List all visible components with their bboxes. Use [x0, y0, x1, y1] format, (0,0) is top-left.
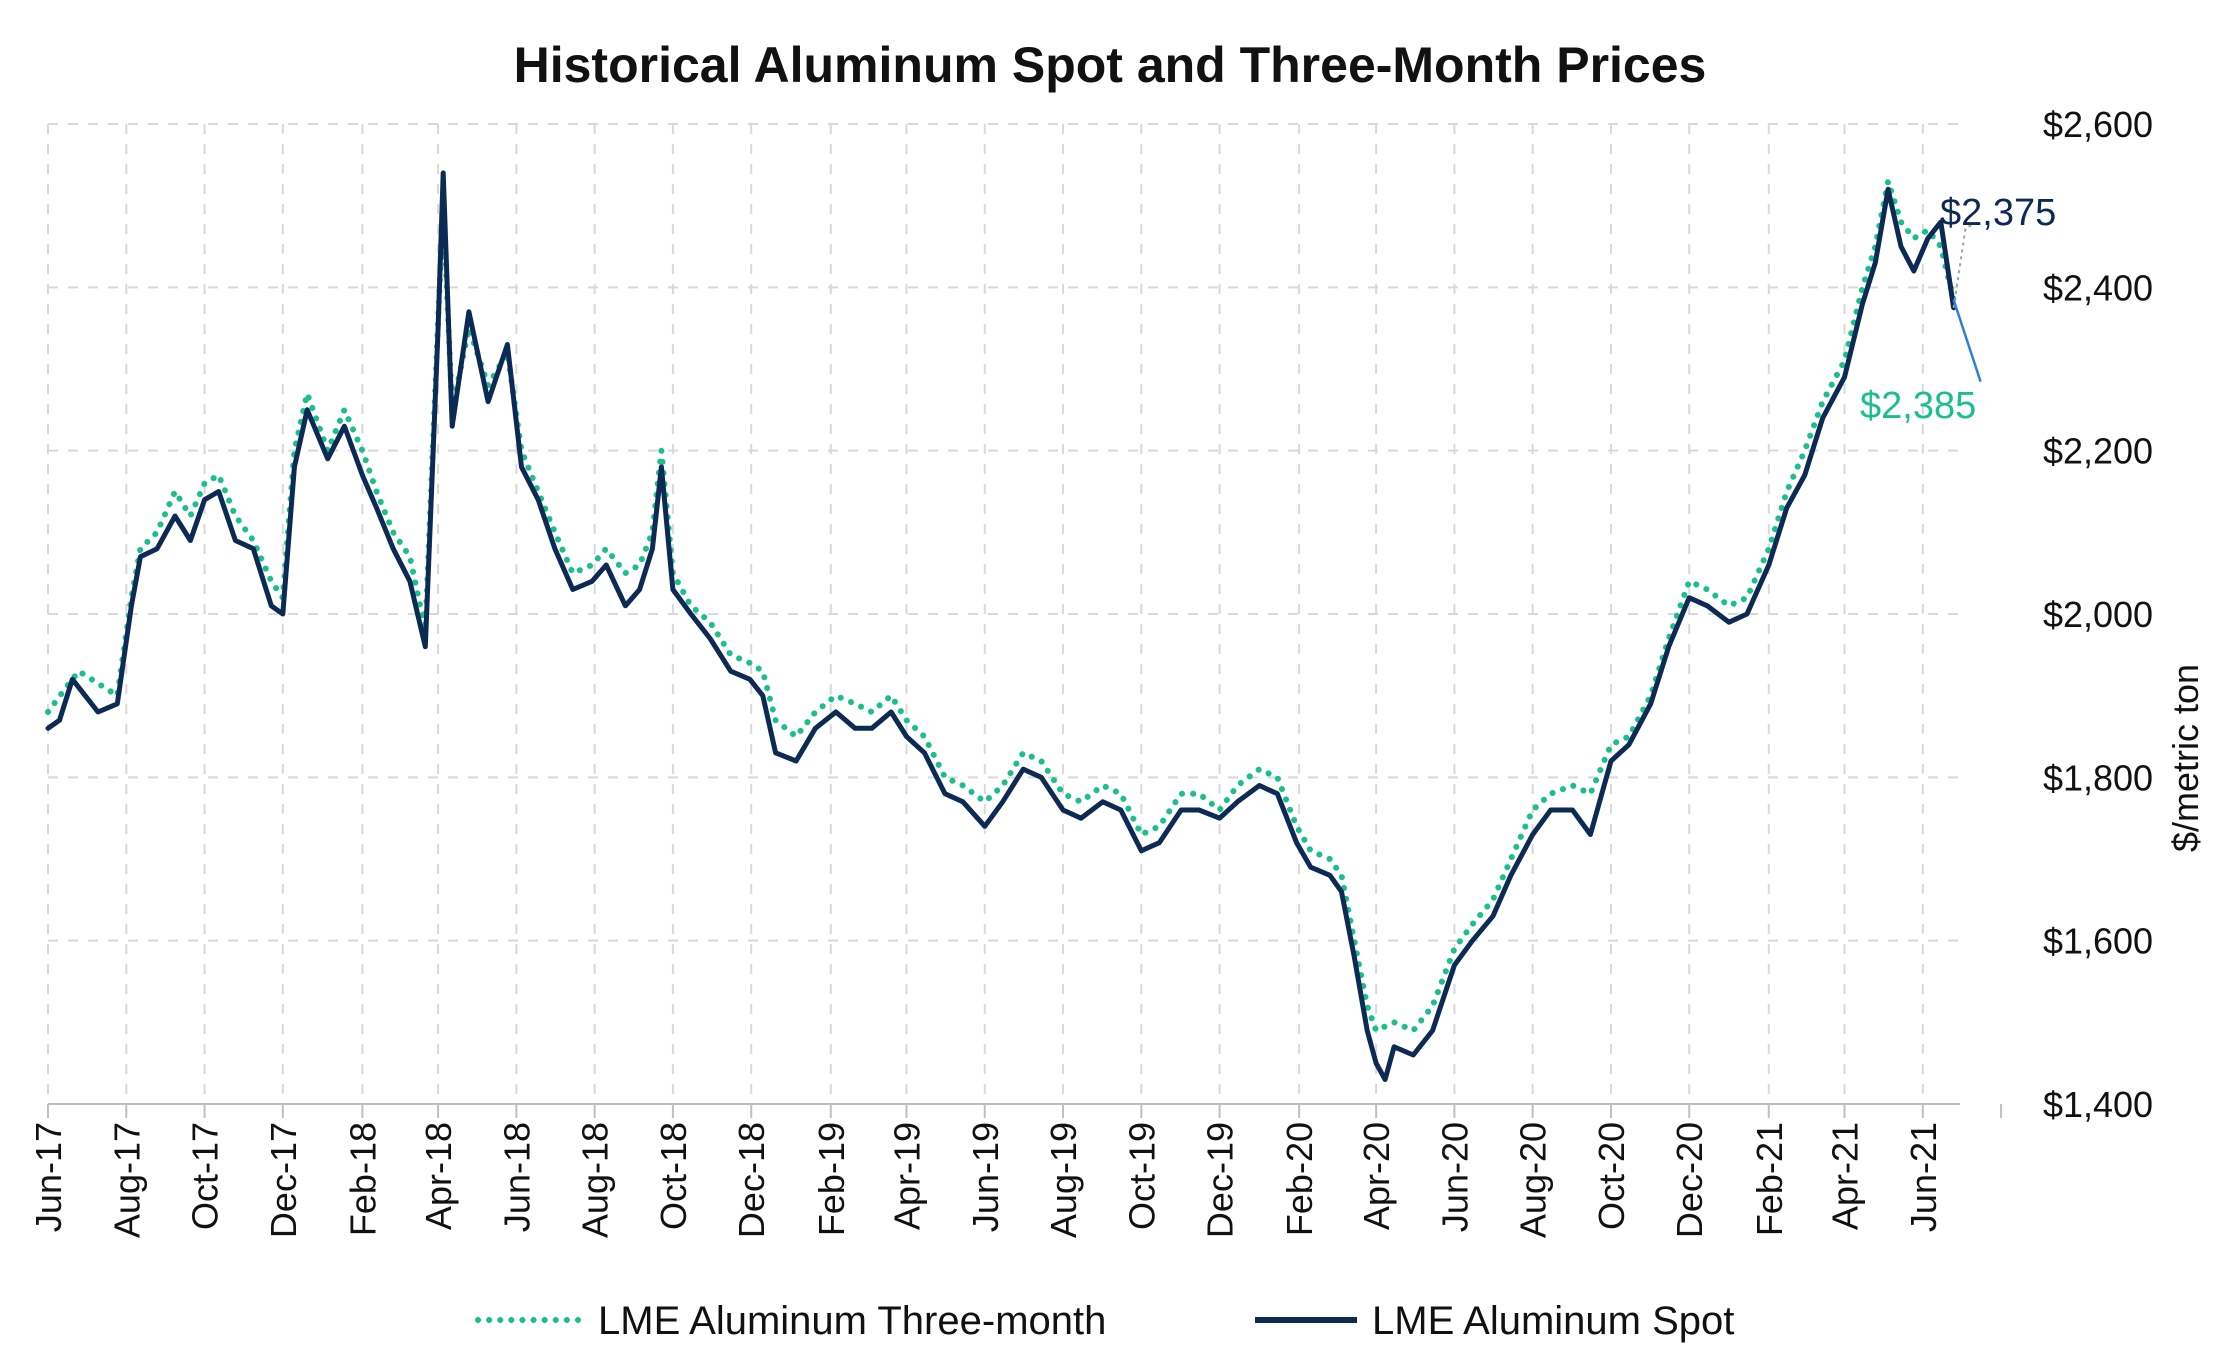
- x-tick-label: Dec-18: [731, 1122, 772, 1238]
- x-tick-label: Dec-20: [1669, 1122, 1710, 1238]
- annotation-three-month-value: $2,385: [1860, 385, 1976, 427]
- x-tick-label: Dec-19: [1200, 1122, 1241, 1238]
- x-tick-label: Jun-20: [1434, 1122, 1475, 1232]
- x-tick-label: Jun-21: [1903, 1122, 1944, 1232]
- annotations: $2,375 $2,385: [1860, 192, 2056, 427]
- x-tick-label: Jun-19: [965, 1122, 1006, 1232]
- legend-label-three-month: LME Aluminum Three-month: [598, 1299, 1106, 1343]
- x-tick-label: Feb-18: [342, 1122, 383, 1236]
- x-tick-label: Oct-19: [1121, 1122, 1162, 1230]
- y-tick-label: $2,600: [2043, 104, 2153, 145]
- y-axis: $1,400 $1,600 $1,800 $2,000 $2,200 $2,400 $2,6…: [2043, 104, 2153, 1125]
- x-axis: Jun-17 Aug-17 Oct-17 Dec-17 Feb-18 Apr-18 Jun-…: [28, 1103, 2003, 1238]
- legend-label-spot: LME Aluminum Spot: [1372, 1299, 1734, 1343]
- y-tick-label: $2,000: [2043, 594, 2153, 635]
- y-tick-label: $2,200: [2043, 431, 2153, 472]
- y-tick-label: $1,800: [2043, 757, 2153, 798]
- y-axis-label: $/metric ton: [2165, 664, 2206, 852]
- x-tick-label: Jun-17: [28, 1122, 69, 1232]
- x-tick-label: Apr-21: [1825, 1122, 1866, 1230]
- x-tick-label: Apr-20: [1356, 1122, 1397, 1230]
- x-tick-label: Oct-18: [653, 1122, 694, 1230]
- x-tick-label: Dec-17: [263, 1122, 304, 1238]
- x-tick-label: Apr-18: [418, 1122, 459, 1230]
- y-tick-label: $1,600: [2043, 921, 2153, 962]
- chart-title: Historical Aluminum Spot and Three-Month…: [514, 37, 1707, 93]
- series-spot-line: [45, 170, 1957, 1082]
- y-tick-label: $2,400: [2043, 267, 2153, 308]
- x-tick-label: Apr-19: [886, 1122, 927, 1230]
- x-tick-label: Oct-20: [1591, 1122, 1632, 1230]
- x-tick-label: Aug-20: [1513, 1122, 1554, 1238]
- x-tick-label: Feb-21: [1749, 1122, 1790, 1236]
- x-tick-label: Aug-18: [575, 1122, 616, 1238]
- annotation-leader-spot: [1952, 220, 1980, 308]
- x-tick-label: Aug-17: [106, 1122, 147, 1238]
- x-tick-label: Feb-19: [811, 1122, 852, 1236]
- x-tick-label: Jun-18: [496, 1122, 537, 1232]
- y-tick-label: $1,400: [2043, 1084, 2153, 1125]
- x-tick-label: Oct-17: [185, 1122, 226, 1230]
- x-tick-label: Aug-19: [1043, 1122, 1084, 1238]
- annotation-leader-three-month: [1952, 299, 1982, 382]
- series-group: [45, 170, 1957, 1082]
- grid: [47, 123, 1960, 1104]
- legend: LME Aluminum Three-month LME Aluminum Spo…: [475, 1299, 1734, 1343]
- x-tick-label: Feb-20: [1279, 1122, 1320, 1236]
- series-three-month-line: [45, 178, 1957, 1034]
- annotation-spot-value: $2,375: [1940, 192, 2056, 234]
